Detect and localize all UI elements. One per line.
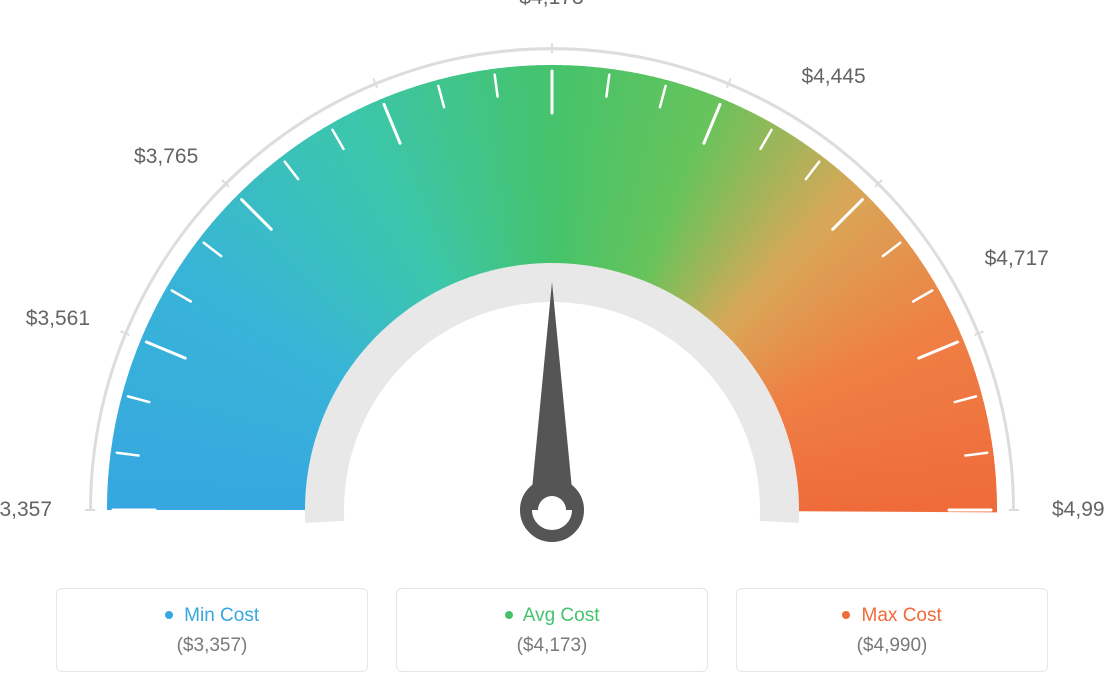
gauge-svg — [0, 0, 1104, 560]
max-cost-label: Max Cost — [862, 605, 942, 626]
scale-label: $3,765 — [134, 145, 198, 169]
min-cost-label: Min Cost — [184, 605, 259, 626]
scale-label: $4,990 — [1052, 498, 1104, 522]
max-cost-dot — [842, 611, 850, 619]
max-cost-card: Max Cost ($4,990) — [736, 588, 1048, 672]
legend-row: Min Cost ($3,357) Avg Cost ($4,173) Max … — [0, 588, 1104, 672]
avg-cost-dot — [505, 611, 513, 619]
cost-gauge-widget: $3,357 $3,561 $3,765 $4,173 $4,445 $4,717 $4,9… — [0, 0, 1104, 690]
max-cost-value: ($4,990) — [737, 635, 1047, 657]
avg-cost-title: Avg Cost — [397, 605, 707, 627]
min-cost-card: Min Cost ($3,357) — [56, 588, 368, 672]
scale-label: $4,445 — [801, 65, 865, 89]
scale-label: $4,717 — [985, 247, 1049, 271]
scale-label: $4,173 — [519, 0, 583, 10]
avg-cost-value: ($4,173) — [397, 635, 707, 657]
max-cost-title: Max Cost — [737, 605, 1047, 627]
scale-label: $3,561 — [26, 307, 90, 331]
scale-label: $3,357 — [0, 498, 52, 522]
avg-cost-card: Avg Cost ($4,173) — [396, 588, 708, 672]
avg-cost-label: Avg Cost — [523, 605, 600, 626]
min-cost-value: ($3,357) — [57, 635, 367, 657]
min-cost-title: Min Cost — [57, 605, 367, 627]
gauge-area: $3,357 $3,561 $3,765 $4,173 $4,445 $4,717 $4,9… — [0, 0, 1104, 560]
min-cost-dot — [165, 611, 173, 619]
